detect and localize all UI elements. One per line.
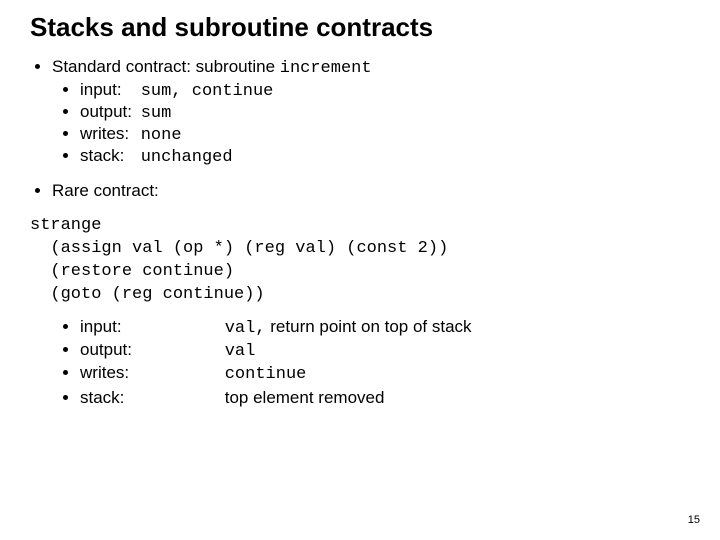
sub-writes: writes: none (80, 124, 690, 145)
sub-stack: stack: unchanged (80, 146, 690, 167)
text2-stack: top element removed (225, 388, 385, 407)
label-input: input: (80, 80, 136, 100)
bullet-standard-contract: Standard contract: subroutine increment … (52, 57, 690, 167)
label-output: output: (80, 102, 136, 122)
code-block-strange: strange (assign val (op *) (reg val) (co… (30, 215, 690, 307)
text2-input-tail: return point on top of stack (266, 317, 472, 336)
label-stack: stack: (80, 146, 136, 166)
code-input: sum, continue (141, 82, 274, 101)
code-line-3: (restore continue) (30, 262, 234, 281)
code-line-4: (goto (reg continue)) (30, 285, 265, 304)
sub2-input: input: val, return point on top of stack (80, 317, 690, 338)
bullet-rare-contract: Rare contract: (52, 181, 690, 201)
slide-title: Stacks and subroutine contracts (30, 12, 690, 43)
page-number: 15 (688, 514, 700, 526)
label2-writes: writes: (80, 363, 220, 383)
label2-input: input: (80, 317, 220, 337)
code-stack: unchanged (141, 148, 233, 167)
code-line-1: strange (30, 216, 101, 235)
code-increment: increment (280, 59, 372, 78)
sub2-output: output: val (80, 340, 690, 361)
code2-writes: continue (225, 365, 307, 384)
code2-output: val (225, 342, 256, 361)
code2-input: val, (225, 319, 266, 338)
label-writes: writes: (80, 124, 136, 144)
sublist-2: input: val, return point on top of stack… (30, 317, 690, 408)
code-output: sum (141, 104, 172, 123)
label2-stack: stack: (80, 388, 220, 408)
bullet-list-2: Rare contract: (30, 181, 690, 201)
code-line-2: (assign val (op *) (reg val) (const 2)) (30, 239, 448, 258)
bullet-list-1: Standard contract: subroutine increment … (30, 57, 690, 167)
sublist-1: input: sum, continue output: sum writes:… (52, 80, 690, 167)
sub2-writes: writes: continue (80, 363, 690, 384)
sub-input: input: sum, continue (80, 80, 690, 101)
bullet-text: Standard contract: subroutine (52, 57, 280, 76)
code-writes: none (141, 126, 182, 145)
label2-output: output: (80, 340, 220, 360)
sub2-stack: stack: top element removed (80, 388, 690, 408)
sub-output: output: sum (80, 102, 690, 123)
slide-content: Stacks and subroutine contracts Standard… (0, 0, 720, 408)
